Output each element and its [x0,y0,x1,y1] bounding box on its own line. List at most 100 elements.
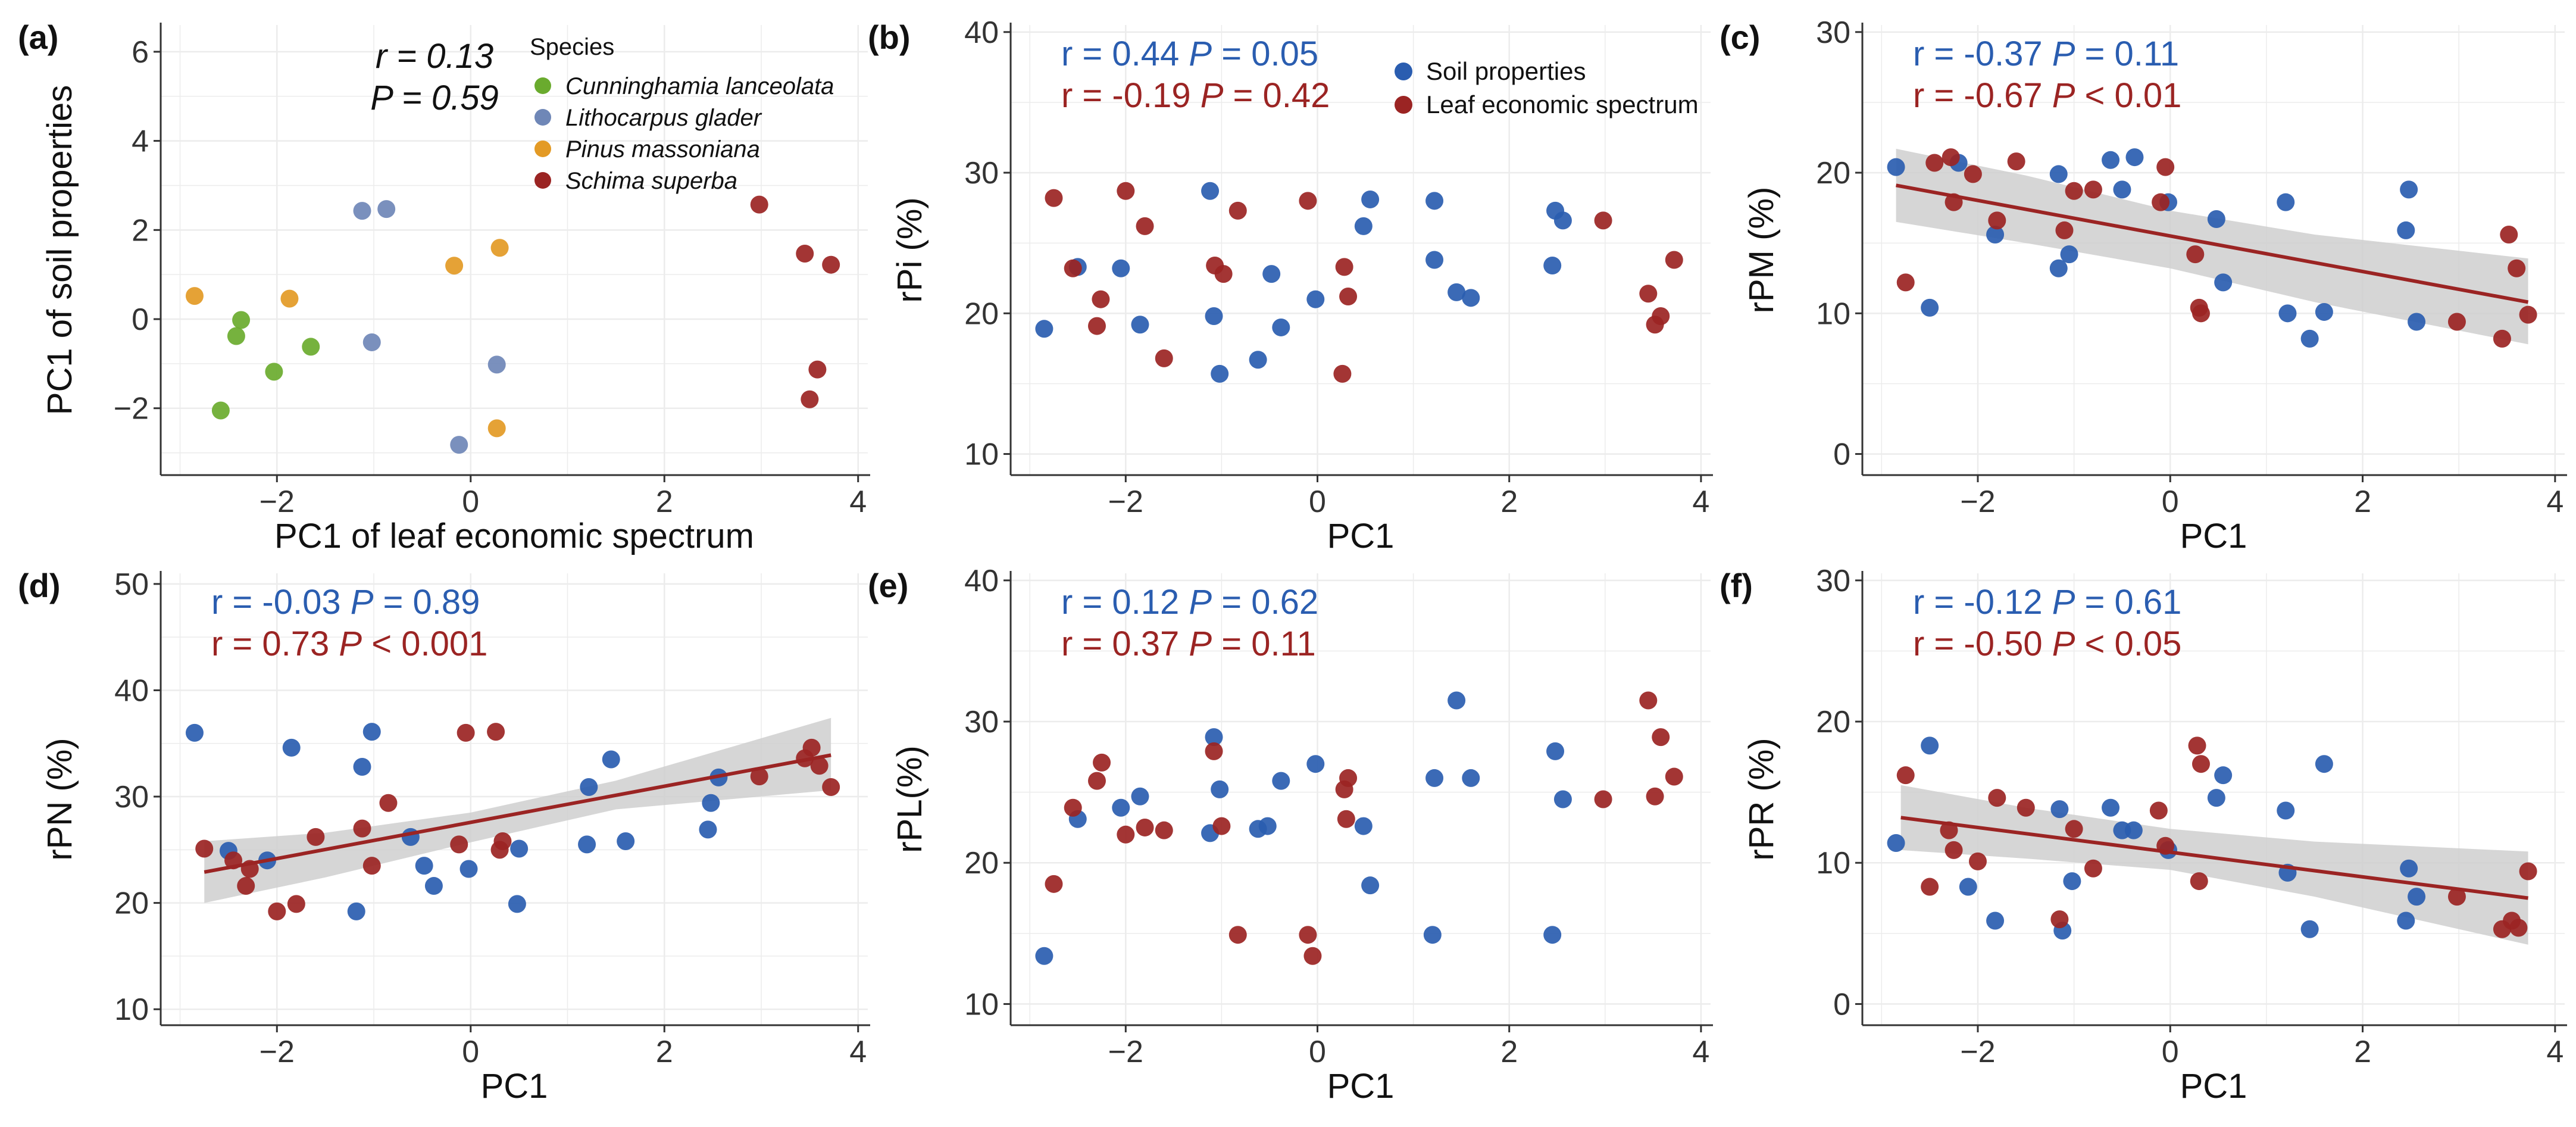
data-point [265,363,283,381]
data-point [1921,878,1939,896]
data-point [1117,825,1135,844]
panel-label: (a) [18,18,58,56]
y-tick-label: 30 [1816,15,1850,50]
data-point [2300,920,2319,938]
stats-soil: r = 0.12 P = 0.62 [1061,583,1318,622]
data-point [802,738,821,757]
legend-entry: Soil properties [1426,57,1586,85]
data-point [2447,888,2466,906]
stats-leaf: r = 0.37 P = 0.11 [1061,625,1316,663]
data-point [353,758,371,776]
y-axis-title: rPR (%) [1742,738,1781,860]
stats-r: r = -0.19 [1061,76,1201,115]
data-point [1155,821,1173,839]
y-axis-title: rPN (%) [40,738,79,860]
data-point [353,202,371,220]
data-point [1944,841,1963,859]
data-point [1425,192,1444,210]
data-point [2049,165,2068,183]
stats-p-value: < 0.001 [362,625,487,663]
x-tick-label: 2 [2354,1035,2371,1069]
data-point [2214,273,2233,292]
stats-p-value: = 0.42 [1223,76,1330,115]
data-point [445,257,464,275]
stats-r: r = 0.37 [1061,625,1189,663]
y-tick-label: 0 [132,302,149,337]
data-point [1448,283,1466,301]
data-point [801,390,819,408]
x-tick-label: 0 [1309,1035,1326,1069]
x-tick-label: −2 [260,485,295,519]
panel-d: −2 0 2 4 10 20 30 40 50 PC1 rPN (%) (d) r = -0.03 P … [18,567,870,1106]
data-point [1968,852,1987,870]
data-point [2065,820,2083,838]
stats-leaf: r = -0.19 P = 0.42 [1061,76,1330,115]
stats-soil: r = 0.44 P = 0.05 [1061,35,1318,73]
y-tick-label: 50 [114,567,149,602]
data-point [2315,755,2333,773]
data-point [508,895,526,913]
data-point [1045,875,1063,893]
y-tick-label: 10 [1816,846,1850,881]
stats-r: r = -0.50 [1913,625,2052,663]
y-tick-label: 10 [114,992,149,1027]
panel-c: −2 0 2 4 0 10 20 30 PC1 rPM (%) (c) r = -0.37 P = 0… [1720,15,2567,555]
y-tick-label: 20 [1816,156,1850,191]
data-point [227,327,245,345]
y-tick-label: 40 [114,673,149,708]
stats-r: r = 0.13 [376,37,493,76]
data-point [1228,201,1247,220]
x-axis-title: PC1 [1327,517,1395,555]
stats-r: r = -0.12 [1913,583,2052,622]
data-point [1639,285,1658,303]
stats-p-label: P [1189,35,1212,73]
data-point [459,860,478,878]
data-point [580,778,598,796]
data-point [2050,800,2069,819]
data-point [195,839,214,858]
data-point [1262,265,1281,283]
data-point [185,287,204,305]
data-point [487,355,506,374]
data-point [2447,313,2466,331]
data-point [1925,154,1944,172]
data-point [1594,211,1612,230]
data-point [1045,189,1063,207]
data-point [2408,888,2426,906]
x-tick-label: −2 [1108,485,1143,519]
data-point [1896,766,1915,785]
data-point [1299,926,1317,944]
data-point [287,895,305,913]
data-point [1887,834,1905,853]
data-point [1064,259,1082,277]
y-tick-label: 10 [1816,296,1850,331]
data-point [2519,862,2537,881]
panel-label: (c) [1720,18,1760,56]
data-point [1306,755,1325,773]
data-point [415,857,433,875]
x-tick-label: 2 [656,485,673,519]
data-point [810,757,829,775]
data-point [510,839,529,858]
x-tick-label: 0 [2162,485,2179,519]
data-point [750,195,768,214]
series-pinus [185,239,509,438]
stats-p-value: < 0.01 [2075,76,2181,115]
data-point [1942,148,1960,167]
data-point [347,902,365,920]
stats-p-label: P [1189,625,1212,663]
data-point [1064,798,1082,817]
data-point [617,832,635,851]
data-point [1423,926,1442,944]
data-point [1035,947,1053,965]
grid [161,25,868,475]
x-tick-label: 4 [1692,485,1709,519]
data-point [450,835,468,854]
data-point [2493,329,2511,348]
data-point [362,333,381,351]
y-axis-title: rPM (%) [1742,187,1781,314]
data-point [578,835,596,854]
data-point [1272,772,1290,790]
group-legend: Soil properties Leaf economic spectrum [1395,57,1699,118]
